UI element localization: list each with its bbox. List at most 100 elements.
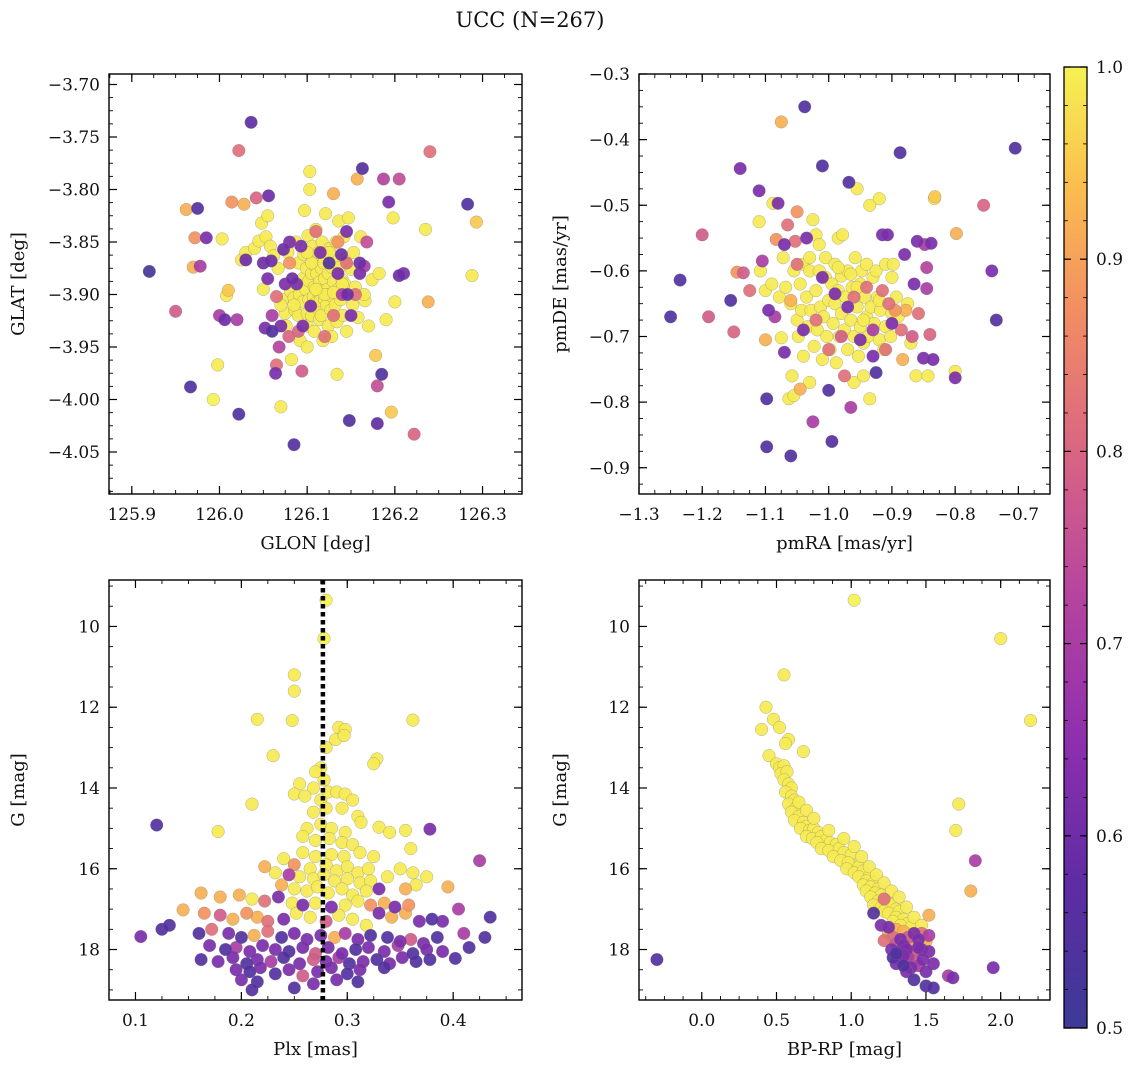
data-point [337, 728, 351, 743]
data-point [812, 238, 826, 252]
data-point [211, 358, 225, 372]
data-point [986, 961, 1000, 975]
data-point [275, 930, 289, 944]
colorbar: 0.5 0.6 0.7 0.8 0.9 1.0 [1063, 58, 1123, 1039]
y-tick-label: −0.3 [589, 65, 630, 85]
figure-title: UCC (N=267) [456, 8, 605, 32]
data-point [306, 805, 320, 819]
data-point [287, 684, 301, 698]
data-point [298, 789, 312, 803]
data-point [406, 713, 420, 727]
data-point [287, 926, 301, 940]
data-point [863, 392, 877, 406]
data-point [762, 303, 776, 317]
data-point [425, 912, 439, 926]
data-point [807, 339, 821, 353]
data-point [923, 327, 937, 342]
data-point [142, 264, 156, 278]
data-point [755, 722, 769, 736]
data-point [188, 231, 202, 245]
data-point [199, 231, 213, 245]
data-point [309, 282, 323, 296]
data-point [784, 449, 798, 463]
data-point [844, 400, 858, 414]
data-point [792, 795, 806, 809]
data-point [268, 967, 282, 981]
data-point [261, 924, 275, 938]
data-point [162, 918, 176, 932]
data-point [968, 854, 982, 868]
data-point [899, 900, 914, 914]
data-point [877, 876, 891, 890]
data-point [383, 825, 397, 839]
data-point [364, 898, 378, 912]
y-tick-label: 10 [78, 617, 100, 637]
data-point [793, 277, 807, 291]
data-point [334, 248, 348, 262]
data-point [842, 175, 856, 189]
data-point [847, 290, 861, 304]
data-point [261, 272, 275, 286]
y-tick-label: 10 [608, 617, 630, 637]
data-point [295, 364, 309, 378]
colorbar-tick-label: 1.0 [1096, 58, 1123, 78]
x-tick-label: −0.9 [871, 505, 912, 525]
data-point [894, 323, 908, 337]
data-point [243, 965, 257, 979]
data-point [213, 908, 227, 922]
panel-glon-glat: 125.9 126.0 126.1 126.2 126.3 −3.70 −3.75 −3.80… [8, 73, 523, 554]
data-point [837, 831, 851, 846]
y-tick-label: 14 [78, 779, 100, 799]
data-point [928, 190, 942, 204]
data-point [800, 290, 814, 304]
data-point [191, 201, 205, 215]
x-tick-label: 0.5 [763, 1011, 790, 1031]
data-point [847, 839, 861, 854]
data-point [360, 235, 374, 249]
y-tick-label: 14 [608, 779, 630, 799]
data-point [372, 906, 386, 920]
data-point [232, 144, 246, 158]
data-point [977, 198, 991, 212]
data-point [964, 884, 978, 898]
data-point [949, 823, 963, 837]
data-point [406, 866, 420, 880]
data-point [388, 900, 402, 914]
data-point [752, 184, 766, 198]
data-point [296, 940, 310, 955]
data-point [806, 213, 820, 227]
data-point [287, 668, 301, 682]
data-point [457, 926, 471, 940]
data-point [771, 196, 785, 210]
data-point [225, 195, 239, 209]
data-point [319, 207, 333, 221]
data-point [258, 894, 272, 908]
data-point [340, 224, 354, 239]
y-tick-label: −3.85 [48, 233, 100, 253]
data-point [815, 159, 829, 173]
data-point [423, 822, 437, 836]
data-point [245, 892, 259, 906]
axes-frame [108, 73, 523, 495]
data-point [237, 197, 251, 211]
data-point [469, 215, 483, 229]
data-point [841, 300, 855, 314]
data-point [249, 191, 263, 205]
data-point [822, 823, 836, 837]
data-point [760, 392, 774, 406]
data-point [760, 440, 774, 454]
data-point [192, 926, 206, 940]
data-point [856, 313, 871, 327]
y-tick-label: −4.00 [48, 391, 100, 411]
data-point [412, 914, 426, 928]
data-point [896, 352, 910, 367]
data-point [826, 316, 840, 330]
data-point [724, 293, 738, 307]
data-point [351, 975, 365, 989]
data-point [828, 287, 842, 301]
data-point [866, 349, 880, 363]
data-point [296, 846, 310, 860]
y-tick-label: 18 [608, 941, 630, 961]
data-point [351, 894, 365, 908]
data-point [194, 886, 208, 900]
